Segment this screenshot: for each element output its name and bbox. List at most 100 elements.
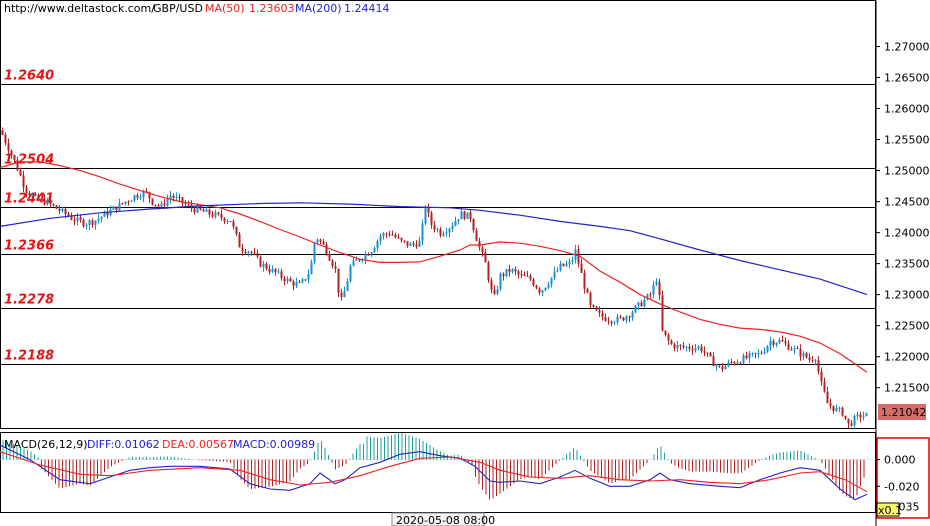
candle-body [235,226,238,234]
zoom-badge[interactable]: x0.1 [878,504,902,517]
price-tick-label: 1.27000 [884,41,930,54]
candle-body [421,223,424,241]
candle-body [448,228,451,233]
zoom-badge-bg[interactable] [876,502,900,517]
candle-body [832,405,835,412]
candle-body [544,287,547,291]
candle-body [556,270,559,272]
price-tick-label: 1.24000 [884,227,930,240]
price-tick-label: 1.23500 [884,258,930,271]
candle-body [817,360,820,372]
candle-body [793,348,796,350]
candle-body [43,198,46,205]
candle-body [661,295,664,331]
ma50-value: 1.23603 [249,2,295,15]
candle-body [103,211,106,217]
candle-body [757,352,760,354]
candle-body [697,346,700,349]
price-tick-label: 1.22000 [884,351,930,364]
candle-body [274,268,277,273]
candle-body [112,206,115,210]
candle-body [193,208,196,213]
candle-body [334,266,337,269]
candle-body [412,243,415,245]
symbol-label: GBP/USD [153,2,203,15]
candle-body [445,232,448,234]
candle-body [37,194,40,200]
candle-body [22,175,25,188]
candle-body [265,263,268,270]
candle-body [700,346,703,352]
candle-body [607,320,610,322]
candle-body [628,316,631,318]
ma50-line [0,161,868,373]
candle-body [625,316,628,321]
candle-body [754,352,757,354]
candle-body [613,322,616,324]
candle-body [130,200,133,202]
candle-body [679,344,682,346]
candle-body [76,217,79,222]
candle-body [643,299,646,307]
candle-body [88,220,91,226]
candle-body [142,191,145,198]
candle-body [724,366,727,370]
candle-body [466,212,469,219]
candle-body [730,362,733,364]
candle-body [172,195,175,198]
candle-body [283,277,286,282]
candle-body [346,281,349,292]
level-label: 1.2640 [4,69,54,84]
ma200-value: 1.24414 [344,2,390,15]
candle-body [694,348,697,351]
candle-body [409,243,412,246]
candle-body [688,346,691,349]
candle-body [91,220,94,225]
candle-body [481,247,484,253]
candle-body [631,312,634,318]
candle-body [280,271,283,278]
candle-body [616,316,619,323]
candle-body [859,414,862,418]
candle-body [187,204,190,206]
candle-body [10,150,13,155]
candle-body [175,196,178,198]
candle-body [205,209,208,212]
candle-body [49,199,52,204]
candle-body [208,209,211,215]
candle-body [244,251,247,254]
candle-body [514,269,517,272]
candle-body [223,218,226,222]
candle-body [589,292,592,305]
candle-body [229,221,232,223]
macd-axis-highlight [876,437,930,519]
candle-body [295,282,298,286]
candle-body [799,348,802,357]
candle-body [850,423,853,426]
candle-body [601,312,604,318]
candle-body [529,276,532,280]
candle-body [685,346,688,348]
candle-body [178,196,181,198]
candle-body [469,212,472,220]
candle-body [316,239,319,243]
candle-body [784,341,787,344]
candle-body [430,212,433,225]
candle-body [118,202,121,211]
candle-body [133,195,136,201]
candle-body [301,279,304,283]
site-url: http://www.deltastock.com/ [4,2,155,15]
candle-body [538,288,541,293]
candle-body [94,220,97,225]
candle-body [286,278,289,282]
candle-body [415,244,418,247]
candle-body [655,281,658,285]
candle-body [811,359,814,362]
candle-body [703,351,706,353]
candle-body [52,203,55,206]
candle-body [475,230,478,242]
candle-body [676,344,679,349]
candle-body [838,407,841,409]
candle-body [25,187,28,193]
